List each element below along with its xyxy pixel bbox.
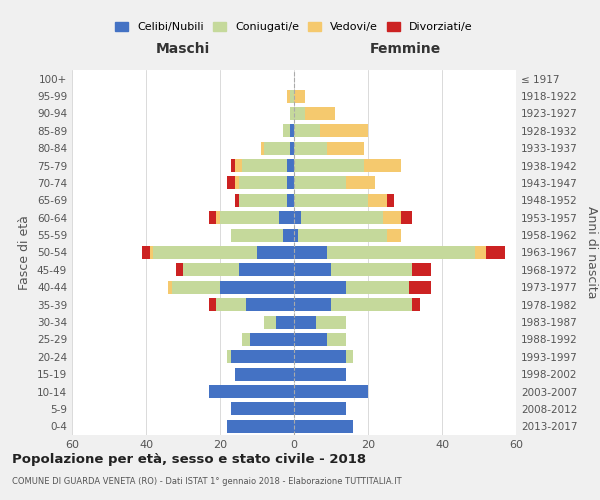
Bar	[409, 280, 431, 294]
Text: Maschi: Maschi	[156, 42, 210, 56]
Bar	[242, 333, 250, 346]
Bar	[209, 298, 217, 311]
Bar	[346, 176, 376, 190]
Bar	[227, 420, 294, 433]
Bar	[294, 211, 301, 224]
Bar	[294, 316, 316, 328]
Bar	[235, 368, 294, 380]
Bar	[265, 316, 275, 328]
Bar	[287, 194, 294, 207]
Bar	[183, 264, 239, 276]
Bar	[231, 402, 294, 415]
Bar	[231, 350, 294, 364]
Bar	[290, 142, 294, 154]
Bar	[294, 385, 368, 398]
Bar	[294, 402, 346, 415]
Bar	[209, 211, 217, 224]
Bar	[294, 176, 346, 190]
Bar	[316, 316, 346, 328]
Bar	[150, 246, 154, 259]
Bar	[260, 142, 265, 154]
Bar	[231, 159, 235, 172]
Bar	[475, 246, 487, 259]
Bar	[487, 246, 505, 259]
Bar	[298, 228, 386, 241]
Text: Femmine: Femmine	[370, 42, 440, 56]
Y-axis label: Fasce di età: Fasce di età	[19, 215, 31, 290]
Bar	[227, 176, 235, 190]
Bar	[328, 246, 475, 259]
Bar	[346, 350, 353, 364]
Bar	[279, 211, 294, 224]
Bar	[301, 211, 383, 224]
Bar	[294, 246, 328, 259]
Bar	[386, 228, 401, 241]
Bar	[294, 280, 346, 294]
Bar	[294, 368, 346, 380]
Bar	[294, 107, 305, 120]
Bar	[294, 194, 368, 207]
Bar	[239, 264, 294, 276]
Bar	[239, 194, 287, 207]
Legend: Celibi/Nubili, Coniugati/e, Vedovi/e, Divorziati/e: Celibi/Nubili, Coniugati/e, Vedovi/e, Di…	[111, 17, 477, 36]
Bar	[290, 90, 294, 102]
Bar	[386, 194, 394, 207]
Bar	[242, 159, 287, 172]
Bar	[331, 264, 412, 276]
Bar	[227, 350, 231, 364]
Bar	[209, 385, 294, 398]
Bar	[294, 159, 364, 172]
Bar	[331, 298, 412, 311]
Bar	[305, 107, 335, 120]
Bar	[412, 264, 431, 276]
Bar	[220, 280, 294, 294]
Bar	[246, 298, 294, 311]
Bar	[257, 246, 294, 259]
Bar	[283, 124, 290, 138]
Bar	[328, 333, 346, 346]
Bar	[294, 90, 305, 102]
Bar	[287, 176, 294, 190]
Bar	[412, 298, 420, 311]
Text: Popolazione per età, sesso e stato civile - 2018: Popolazione per età, sesso e stato civil…	[12, 452, 366, 466]
Bar	[239, 176, 287, 190]
Bar	[220, 211, 279, 224]
Bar	[265, 142, 290, 154]
Bar	[287, 159, 294, 172]
Bar	[290, 124, 294, 138]
Bar	[294, 142, 328, 154]
Bar	[172, 280, 220, 294]
Bar	[294, 420, 353, 433]
Bar	[364, 159, 401, 172]
Bar	[294, 333, 328, 346]
Bar	[383, 211, 401, 224]
Bar	[217, 298, 246, 311]
Y-axis label: Anni di nascita: Anni di nascita	[586, 206, 598, 298]
Text: COMUNE DI GUARDA VENETA (RO) - Dati ISTAT 1° gennaio 2018 - Elaborazione TUTTITA: COMUNE DI GUARDA VENETA (RO) - Dati ISTA…	[12, 478, 401, 486]
Bar	[368, 194, 386, 207]
Bar	[217, 211, 220, 224]
Bar	[235, 194, 239, 207]
Bar	[294, 298, 331, 311]
Bar	[231, 228, 283, 241]
Bar	[235, 159, 242, 172]
Bar	[294, 124, 320, 138]
Bar	[235, 176, 239, 190]
Bar	[294, 228, 298, 241]
Bar	[154, 246, 257, 259]
Bar	[250, 333, 294, 346]
Bar	[294, 350, 346, 364]
Bar	[176, 264, 183, 276]
Bar	[275, 316, 294, 328]
Bar	[401, 211, 412, 224]
Bar	[283, 228, 294, 241]
Bar	[168, 280, 172, 294]
Bar	[142, 246, 150, 259]
Bar	[328, 142, 364, 154]
Bar	[290, 107, 294, 120]
Bar	[320, 124, 368, 138]
Bar	[287, 90, 290, 102]
Bar	[294, 264, 331, 276]
Bar	[346, 280, 409, 294]
